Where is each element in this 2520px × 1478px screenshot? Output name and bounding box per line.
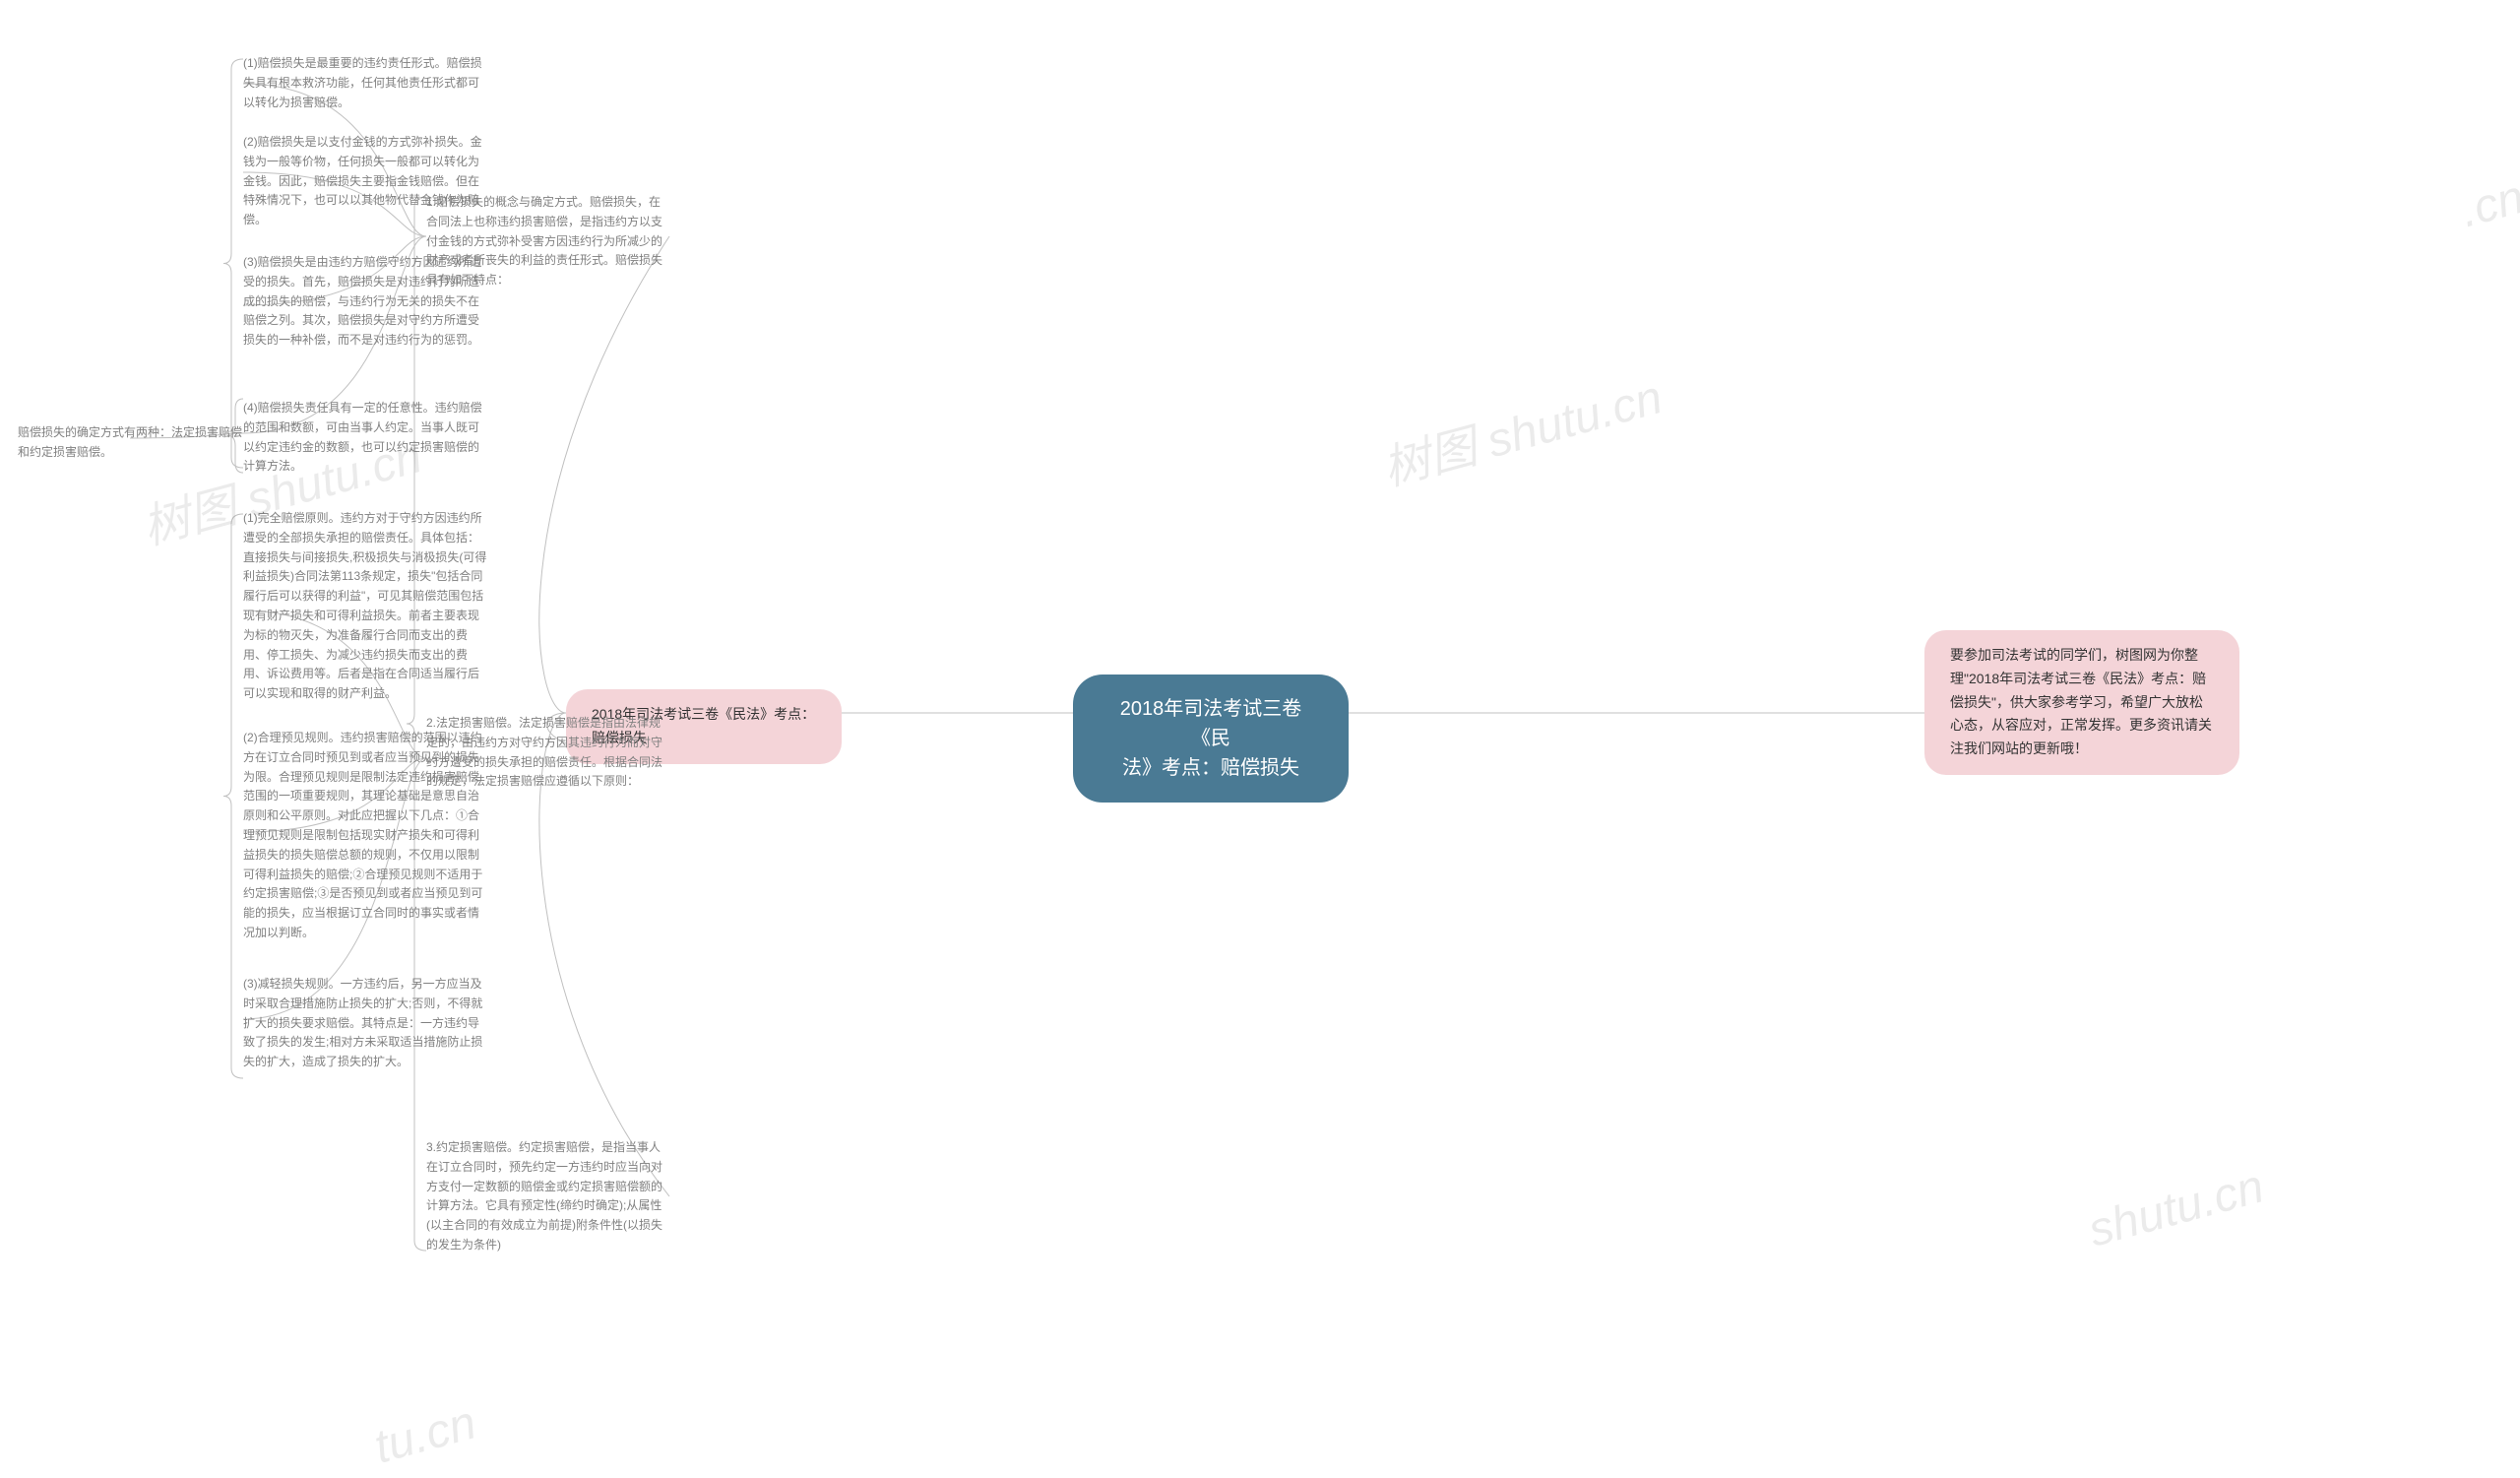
bracket [223, 59, 243, 468]
section-sec3: 3.约定损害赔偿。约定损害赔偿，是指当事人在订立合同时，预先约定一方违约时应当向… [426, 1138, 670, 1255]
leaf-l5: (1)完全赔偿原则。违约方对于守约方因违约所遭受的全部损失承担的赔偿责任。具体包… [243, 509, 487, 704]
right-summary-node: 要参加司法考试的同学们，树图网为你整理"2018年司法考试三卷《民法》考点：赔偿… [1924, 630, 2239, 775]
watermark-2: .cn [2455, 170, 2520, 239]
leaf-l2: (2)赔偿损失是以支付金钱的方式弥补损失。金钱为一般等价物，任何损失一般都可以转… [243, 133, 487, 230]
leaf-l4: (4)赔偿损失责任具有一定的任意性。违约赔偿的范围和数额，可由当事人约定。当事人… [243, 399, 487, 477]
bracket [407, 197, 426, 1251]
leaf-l6: (2)合理预见规则。违约损害赔偿的范围以违约方在订立合同时预见到或者应当预见到的… [243, 729, 487, 943]
watermark-3: shutu.cn [2083, 1159, 2270, 1257]
aux-node: 赔偿损失的确定方式有两种：法定损害赔偿和约定损害赔偿。 [18, 423, 244, 463]
root-node: 2018年司法考试三卷《民法》考点：赔偿损失 [1073, 675, 1349, 803]
right-summary-text: 要参加司法考试的同学们，树图网为你整理"2018年司法考试三卷《民法》考点：赔偿… [1950, 647, 2212, 756]
leaf-l3: (3)赔偿损失是由违约方赔偿守约方因违约所遭受的损失。首先，赔偿损失是对违约行为… [243, 253, 487, 351]
bracket [223, 514, 243, 1078]
watermark-1: 树图 shutu.cn [1374, 358, 1669, 499]
leaf-l1: (1)赔偿损失是最重要的违约责任形式。赔偿损失具有根本救济功能，任何其他责任形式… [243, 54, 487, 112]
watermark-4: tu.cn [369, 1395, 482, 1474]
root-text: 2018年司法考试三卷《民法》考点：赔偿损失 [1120, 698, 1302, 779]
connector-path [539, 236, 669, 713]
leaf-l7: (3)减轻损失规则。一方违约后，另一方应当及时采取合理措施防止损失的扩大;否则，… [243, 975, 487, 1072]
